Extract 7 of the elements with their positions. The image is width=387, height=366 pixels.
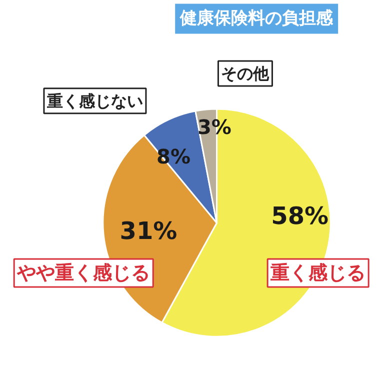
chart-title: 健康保険料の負担感 xyxy=(179,8,334,29)
data-label: 31% xyxy=(120,216,178,245)
data-label: 58% xyxy=(271,202,329,230)
slice-label: やや重く感じる xyxy=(16,262,150,284)
slice-label: 重く感じる xyxy=(270,262,366,284)
slice-label: 重く感じない xyxy=(46,91,143,110)
slice-label: その他 xyxy=(221,64,270,83)
